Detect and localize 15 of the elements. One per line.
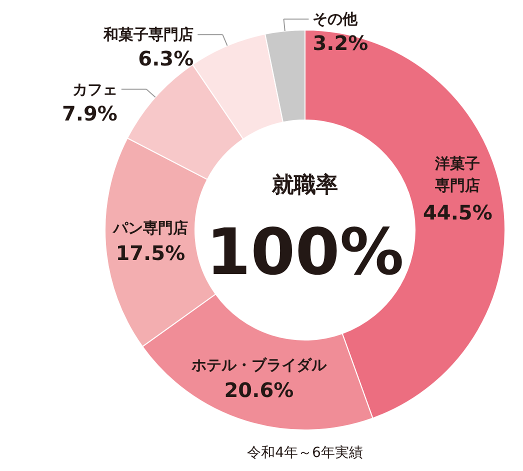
slice-label: ホテル・ブライダル <box>190 356 328 374</box>
data-label: 44.5% <box>422 200 492 224</box>
slice-label: 洋菓子専門店 <box>434 154 480 194</box>
data-label: 6.3% <box>138 46 194 71</box>
slice-label: 和菓子専門店 <box>102 26 194 44</box>
text: 100% <box>206 216 404 290</box>
data-label: 17.5% <box>116 241 186 266</box>
data-label: 20.6% <box>224 378 294 402</box>
data-label: 7.9% <box>62 101 118 126</box>
text: 就職率 <box>271 172 338 198</box>
data-label: 3.2% <box>312 31 368 56</box>
slice-label: カフェ <box>72 80 118 98</box>
text: 令和4年～6年実績 <box>247 445 363 461</box>
slice-label: パン専門店 <box>112 219 188 238</box>
slice-label: その他 <box>312 10 359 28</box>
